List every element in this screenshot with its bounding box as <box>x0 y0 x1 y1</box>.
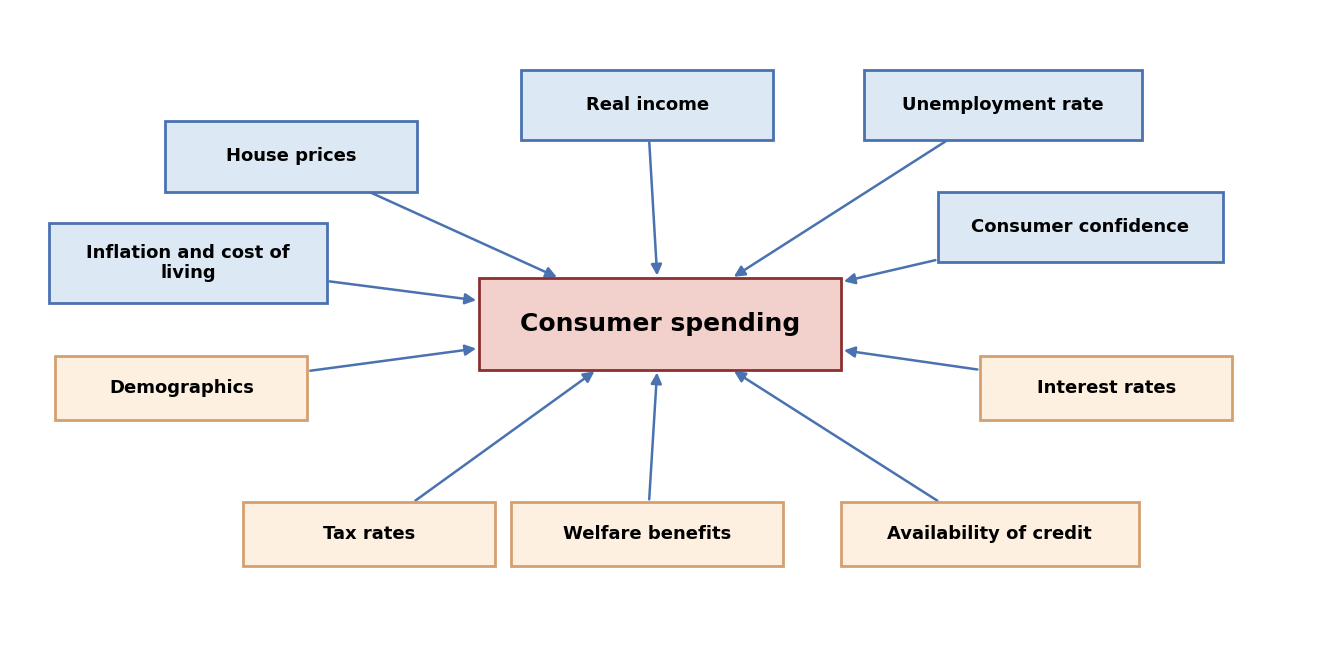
Text: Availability of credit: Availability of credit <box>887 525 1092 543</box>
Text: Consumer spending: Consumer spending <box>520 312 800 336</box>
Text: Unemployment rate: Unemployment rate <box>902 96 1104 113</box>
FancyBboxPatch shape <box>165 121 417 192</box>
Text: House prices: House prices <box>226 148 356 165</box>
Text: Real income: Real income <box>586 96 709 113</box>
FancyBboxPatch shape <box>981 356 1233 420</box>
Text: Tax rates: Tax rates <box>323 525 414 543</box>
FancyBboxPatch shape <box>521 70 774 140</box>
Text: Inflation and cost of
living: Inflation and cost of living <box>86 244 289 283</box>
FancyBboxPatch shape <box>479 279 841 370</box>
Text: Interest rates: Interest rates <box>1036 379 1176 397</box>
Text: Demographics: Demographics <box>110 379 253 397</box>
FancyBboxPatch shape <box>863 70 1142 140</box>
FancyBboxPatch shape <box>55 356 308 420</box>
Text: Consumer confidence: Consumer confidence <box>972 218 1189 235</box>
Text: Welfare benefits: Welfare benefits <box>562 525 731 543</box>
FancyBboxPatch shape <box>511 502 783 566</box>
FancyBboxPatch shape <box>243 502 495 566</box>
FancyBboxPatch shape <box>841 502 1139 566</box>
FancyBboxPatch shape <box>49 224 327 303</box>
FancyBboxPatch shape <box>939 192 1222 262</box>
